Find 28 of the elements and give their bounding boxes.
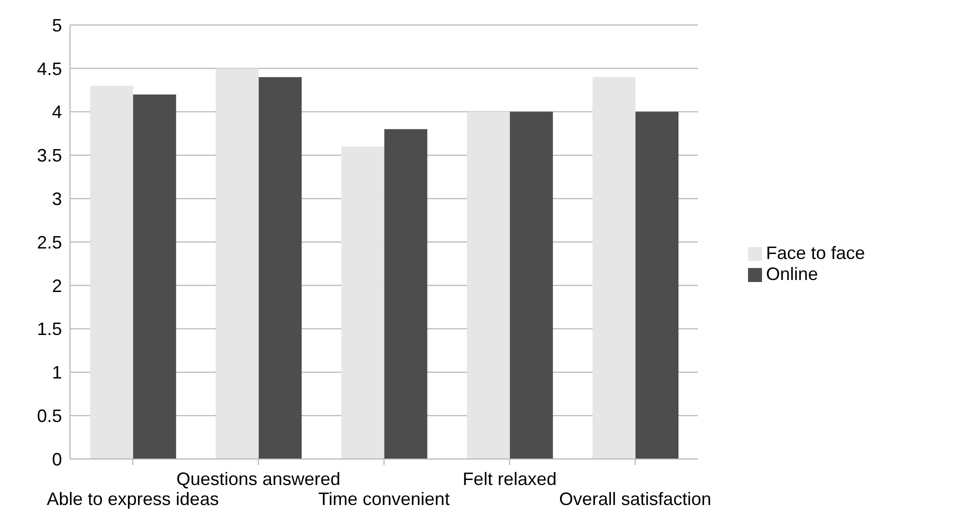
x-tick-label: Time convenient <box>318 489 450 509</box>
bar <box>258 77 302 459</box>
bar <box>592 77 636 459</box>
bar <box>466 112 510 459</box>
legend-label: Face to face <box>766 242 866 262</box>
bar <box>510 112 553 459</box>
y-tick-label: 4 <box>52 102 62 122</box>
bar <box>635 112 678 459</box>
y-tick-label: 2 <box>52 276 62 296</box>
y-tick-label: 4.5 <box>36 58 62 79</box>
x-tick-label: Overall satisfaction <box>559 489 712 509</box>
y-tick-label: 0.5 <box>36 406 62 426</box>
x-tick-label: Questions answered <box>176 469 340 489</box>
bar <box>133 94 176 459</box>
bar <box>216 68 259 459</box>
y-tick-label: 0 <box>52 449 62 470</box>
legend-label: Online <box>766 264 818 284</box>
y-tick-label: 5 <box>52 15 62 36</box>
y-tick-label: 3.5 <box>36 146 62 166</box>
x-tick-label: Able to express ideas <box>46 489 219 509</box>
y-tick-label: 1.5 <box>36 319 62 340</box>
y-tick-label: 2.5 <box>36 232 62 252</box>
bar <box>90 86 134 459</box>
y-tick-label: 3 <box>52 188 62 209</box>
bar <box>384 129 428 459</box>
y-tick-label: 1 <box>52 362 62 383</box>
x-tick-label: Felt relaxed <box>462 469 557 489</box>
bar <box>341 146 384 459</box>
